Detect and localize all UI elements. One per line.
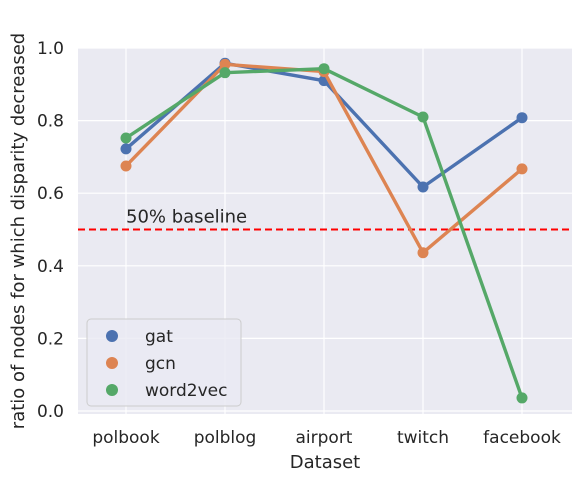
x-tick-label: polbook bbox=[92, 428, 160, 448]
y-axis-label: ratio of nodes for which disparity decre… bbox=[8, 33, 29, 429]
data-point bbox=[318, 63, 330, 75]
y-tick-label: 0.0 bbox=[37, 402, 64, 422]
series-layer bbox=[120, 57, 528, 404]
x-tick-label: facebook bbox=[483, 428, 561, 448]
x-axis-label: Dataset bbox=[290, 452, 361, 473]
data-point bbox=[417, 111, 429, 123]
legend-marker bbox=[106, 384, 118, 396]
y-tick-label: 0.8 bbox=[37, 112, 64, 132]
legend-label: word2vec bbox=[145, 381, 227, 401]
data-point bbox=[219, 67, 231, 79]
baseline-label: 50% baseline bbox=[126, 207, 247, 228]
legend-label: gcn bbox=[145, 354, 176, 374]
legend-label: gat bbox=[145, 327, 173, 347]
legend-marker bbox=[106, 330, 118, 342]
legend: gat gcn word2vec bbox=[86, 318, 242, 407]
legend-marker bbox=[106, 357, 118, 369]
y-tick-label: 0.4 bbox=[37, 257, 64, 277]
data-point bbox=[120, 132, 132, 144]
data-point bbox=[219, 58, 231, 70]
legend-items: gat gcn word2vec bbox=[106, 327, 227, 401]
data-point bbox=[516, 163, 528, 175]
data-point bbox=[516, 112, 528, 124]
legend-box bbox=[86, 318, 242, 407]
y-tick-label: 0.2 bbox=[37, 329, 64, 349]
y-tick-labels: 0.0 0.2 0.4 0.6 0.8 1.0 bbox=[37, 39, 64, 422]
y-tick-label: 0.6 bbox=[37, 184, 64, 204]
x-tick-label: airport bbox=[296, 428, 353, 448]
x-tick-labels: polbook polblog airport twitch facebook bbox=[92, 428, 561, 448]
x-tick-label: twitch bbox=[397, 428, 449, 448]
y-tick-label: 1.0 bbox=[37, 39, 64, 59]
baseline: 50% baseline bbox=[78, 207, 572, 231]
data-point bbox=[516, 392, 528, 404]
series-word2vec bbox=[120, 63, 528, 404]
data-point bbox=[120, 160, 132, 172]
x-tick-label: polblog bbox=[194, 428, 257, 448]
data-point bbox=[120, 143, 132, 155]
grid-lines bbox=[78, 47, 572, 414]
data-point bbox=[417, 181, 429, 193]
data-point bbox=[417, 247, 429, 259]
